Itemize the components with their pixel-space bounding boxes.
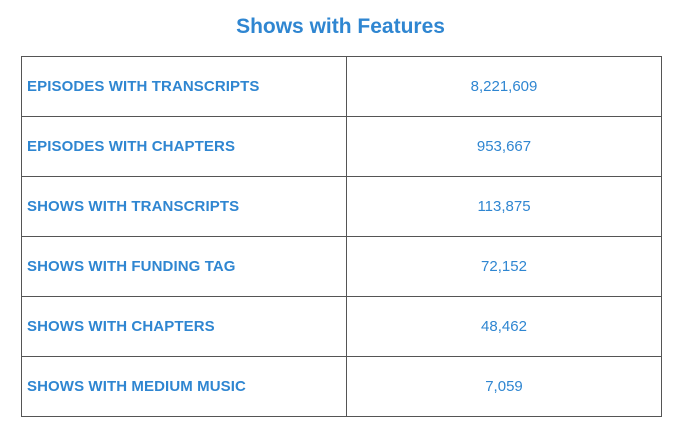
table-row: SHOWS WITH FUNDING TAG 72,152	[21, 236, 662, 297]
table-row: SHOWS WITH CHAPTERS 48,462	[21, 296, 662, 357]
row-label: SHOWS WITH CHAPTERS	[21, 296, 347, 357]
row-label: SHOWS WITH MEDIUM MUSIC	[21, 356, 347, 417]
table-row: EPISODES WITH TRANSCRIPTS 8,221,609	[21, 56, 662, 117]
row-value: 953,667	[346, 116, 662, 177]
features-table: EPISODES WITH TRANSCRIPTS 8,221,609 EPIS…	[21, 56, 662, 417]
page-title: Shows with Features	[236, 15, 445, 38]
row-value: 7,059	[346, 356, 662, 417]
row-value: 113,875	[346, 176, 662, 237]
row-label: EPISODES WITH TRANSCRIPTS	[21, 56, 347, 117]
table-row: SHOWS WITH TRANSCRIPTS 113,875	[21, 176, 662, 237]
row-label: SHOWS WITH TRANSCRIPTS	[21, 176, 347, 237]
row-value: 72,152	[346, 236, 662, 297]
row-value: 8,221,609	[346, 56, 662, 117]
table-row: SHOWS WITH MEDIUM MUSIC 7,059	[21, 356, 662, 417]
table-row: EPISODES WITH CHAPTERS 953,667	[21, 116, 662, 177]
row-label: SHOWS WITH FUNDING TAG	[21, 236, 347, 297]
row-value: 48,462	[346, 296, 662, 357]
row-label: EPISODES WITH CHAPTERS	[21, 116, 347, 177]
